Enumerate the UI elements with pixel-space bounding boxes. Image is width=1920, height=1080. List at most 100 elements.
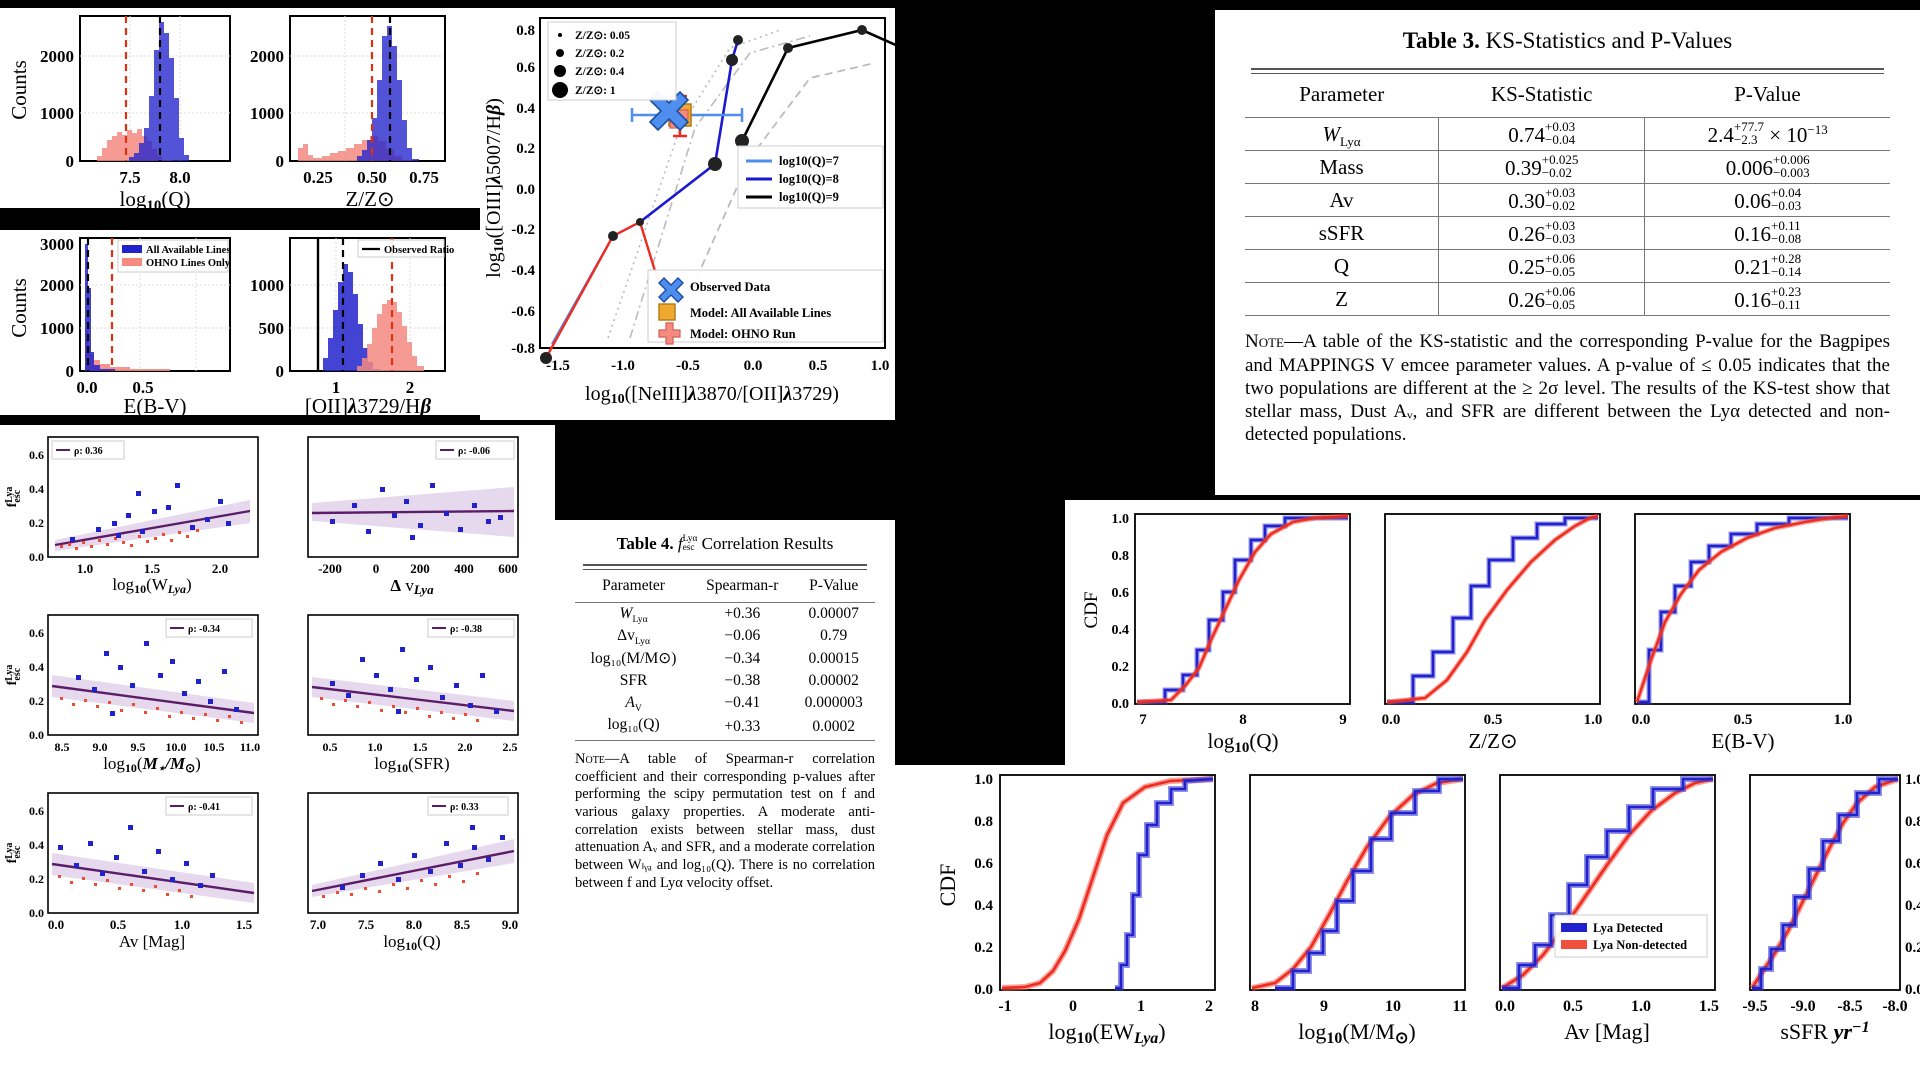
scatter-5-xtick-1: 7.5 bbox=[358, 917, 375, 932]
scatter-2-xtick-5: 11.0 bbox=[240, 740, 260, 754]
table4-header-0: Parameter bbox=[602, 577, 665, 594]
cdf-top-2-xtick-2: 1.0 bbox=[1834, 712, 1853, 728]
scatter-5-rho: ρ: 0.33 bbox=[450, 802, 479, 813]
scatter-4-fit bbox=[51, 862, 255, 895]
bpt-marker-legend: Observed Data Model: All Available Lines… bbox=[647, 269, 884, 345]
scatter-5-xtick-0: 7.0 bbox=[310, 917, 326, 932]
cdf-top-panel-1: 0.0 0.5 1.0 Z/Z⊙ bbox=[1382, 513, 1602, 753]
scatter-4-xtick-0: 0.0 bbox=[48, 917, 64, 932]
cdf-bot-3-xtick-0: -9.5 bbox=[1742, 998, 1767, 1015]
cdf-bottom-panel-3: 0.0 0.2 0.4 0.6 0.8 1.0 -9.5 -9.0 -8.5 -… bbox=[1742, 772, 1920, 1044]
t3-r1-p: 0.006 bbox=[1725, 156, 1773, 181]
hist-ebv-legend-label-0: All Available Lines bbox=[146, 245, 230, 256]
cdf-bot-0-ytick-3: 0.6 bbox=[974, 856, 993, 872]
hist-ebv-xlabel: E(B-V) bbox=[124, 394, 187, 415]
t3-r4-p-up: +0.28 bbox=[1771, 251, 1802, 267]
svg-text:0.6: 0.6 bbox=[29, 804, 44, 818]
table4-title-rest: Correlation Results bbox=[701, 534, 834, 553]
cdf-top-2-xlabel: E(B-V) bbox=[1712, 729, 1775, 753]
hist-oii-ytick-1: 500 bbox=[259, 319, 285, 338]
hist-ebv-ytick-3: 3000 bbox=[40, 235, 74, 254]
hist-oii-ohno-bars bbox=[352, 300, 424, 371]
cdf-top-1-xtick-0: 0.0 bbox=[1382, 712, 1401, 728]
t3-r4-ks-dn: −0.05 bbox=[1545, 264, 1576, 280]
scatter-2-xtick-0: 8.5 bbox=[55, 740, 70, 754]
t3-r5-param: Z bbox=[1335, 286, 1348, 311]
cdf-bottom-panel-2: Lya Detected Lya Non-detected 0.0 0.5 1.… bbox=[1495, 774, 1719, 1044]
t4-r4-sub: V bbox=[634, 703, 642, 715]
table3-label: Table 3. bbox=[1402, 28, 1480, 53]
hist-oii-xtick-1: 2 bbox=[406, 378, 415, 397]
t3-r3-p: 0.16 bbox=[1734, 222, 1771, 247]
bpt-markers bbox=[540, 25, 867, 364]
scatter-1-det-points bbox=[330, 483, 503, 540]
hist-z-xtick-2: 0.75 bbox=[409, 168, 439, 187]
bpt-series-q9-line bbox=[740, 28, 895, 142]
cdf-bot-3-ytick-5: 1.0 bbox=[1905, 772, 1920, 788]
table4-note-prefix: Note bbox=[575, 751, 605, 767]
cdf-bot-1-blue bbox=[1275, 777, 1463, 990]
panel-table3: Table 3. KS-Statistics and P-Values Para… bbox=[1215, 10, 1920, 495]
table4-caption: Table 4. f Lyα esc Correlation Results bbox=[575, 534, 875, 554]
t3-r5-p: 0.16 bbox=[1734, 288, 1771, 313]
t3-r2-param: Av bbox=[1329, 187, 1354, 212]
scatter-grid-svg: ρ: 0.36 0.0 0.2 0.4 0.6 1.0 1.5 2.0 fLyaes… bbox=[0, 425, 555, 1080]
t4-r2-r: −0.34 bbox=[724, 649, 761, 667]
table3-table: Parameter KS-Statistic P-Value WLyα 0.74… bbox=[1245, 80, 1890, 316]
scatter-0-xtick-1: 1.5 bbox=[144, 561, 161, 576]
t3-r5-ks: 0.26 bbox=[1508, 288, 1545, 313]
t3-r1-p-up: +0.006 bbox=[1773, 152, 1810, 168]
t3-r2-p-up: +0.04 bbox=[1771, 185, 1802, 201]
table3-header-1: KS-Statistic bbox=[1490, 82, 1593, 106]
scatter-4-xtick-3: 1.5 bbox=[236, 917, 253, 932]
scatter-2-xtick-2: 9.5 bbox=[131, 740, 146, 754]
t3-r0-p: 2.4 bbox=[1707, 123, 1734, 148]
hist-q-plot: 0 1000 2000 7.5 8.0 Counts log10(Q) bbox=[7, 15, 231, 208]
bpt-size-legend: Z/Z⊙: 0.05 Z/Z⊙: 0.2 Z/Z⊙: 0.4 Z/Z⊙: 1 bbox=[547, 21, 677, 101]
cdf-bot-0-ytick-2: 0.4 bbox=[974, 898, 993, 914]
cdf-bot-0-ytick-4: 0.8 bbox=[974, 814, 993, 830]
cdf-bot-0-ytick-0: 0.0 bbox=[974, 982, 993, 998]
hist-z-xlabel: Z/Z⊙ bbox=[345, 187, 394, 208]
table3-caption: Table 3. KS-Statistics and P-Values bbox=[1245, 28, 1890, 54]
scatter-3-nondet-points bbox=[320, 697, 479, 722]
t4-r1-param: Δv bbox=[617, 627, 635, 644]
table4-title-sub: esc bbox=[682, 543, 695, 554]
svg-text:0.2: 0.2 bbox=[29, 872, 44, 886]
bpt-marker-legend-label-1: Model: All Available Lines bbox=[690, 306, 831, 320]
cdf-top-0-ytick-0: 0.0 bbox=[1112, 697, 1130, 712]
hist-q-ytick-2: 2000 bbox=[40, 47, 74, 66]
scatter-4-xlabel: Av [Mag] bbox=[119, 932, 185, 951]
hist-oii-plot: Observed Ratio 0 500 1000 1 2 [OII]λ3729… bbox=[250, 237, 454, 415]
scatter-2-ylabel: fLyaesc bbox=[4, 665, 23, 686]
cdf-bot-3-ytick-2: 0.4 bbox=[1905, 898, 1920, 914]
svg-text:0.0: 0.0 bbox=[29, 728, 44, 742]
cdf-bot-0-ytick-1: 0.2 bbox=[974, 940, 993, 956]
hist-q-ytick-1: 1000 bbox=[40, 104, 74, 123]
cdf-bot-0-xtick-2: 1 bbox=[1137, 998, 1145, 1015]
t4-r1-r: −0.06 bbox=[724, 627, 761, 644]
scatter-2-fit bbox=[51, 684, 255, 715]
scatter-2-legend: ρ: -0.34 bbox=[165, 618, 253, 638]
bpt-xtick-2: -0.5 bbox=[676, 358, 700, 374]
scatter-3-xtick-3: 2.0 bbox=[458, 740, 473, 754]
t3-r0-param: W bbox=[1322, 121, 1340, 146]
bpt-marker-legend-label-2: Model: OHNO Run bbox=[690, 327, 796, 341]
bpt-series-q8-line bbox=[639, 39, 740, 224]
t4-r1-p: 0.79 bbox=[820, 627, 848, 644]
cdf-top-1-xlabel: Z/Z⊙ bbox=[1468, 729, 1517, 753]
cdf-top-1-red bbox=[1386, 514, 1599, 704]
t4-r2-param: log₁₀(M/M⊙) bbox=[590, 650, 677, 667]
scatter-2-rho: ρ: -0.34 bbox=[188, 624, 220, 635]
table3-header-row: Parameter KS-Statistic P-Value bbox=[1245, 80, 1890, 118]
svg-text:0.2: 0.2 bbox=[29, 694, 44, 708]
cdf-legend-label-0: Lya Detected bbox=[1593, 921, 1663, 935]
t3-r3-param: sSFR bbox=[1318, 220, 1365, 245]
cdf-legend: Lya Detected Lya Non-detected bbox=[1554, 914, 1708, 958]
bpt-ytick-0: -0.8 bbox=[511, 341, 535, 357]
svg-text:0.0: 0.0 bbox=[29, 550, 44, 564]
cdf-bottom-panel-0: 0.0 0.2 0.4 0.6 0.8 1.0 -1 0 1 2 CDF log… bbox=[935, 772, 1216, 1047]
t3-r5-p-up: +0.23 bbox=[1771, 284, 1802, 300]
cdf-bot-2-blue bbox=[1502, 777, 1713, 990]
